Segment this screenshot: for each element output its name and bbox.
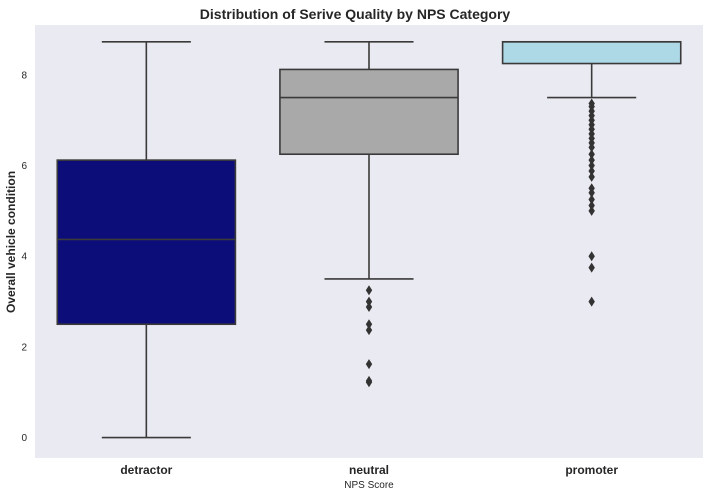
outlier-point [588,171,595,182]
outlier-point [365,319,373,330]
outlier-point [588,165,595,176]
box-promoter [501,40,682,307]
outlier-point [588,200,595,211]
y-axis-label: Overall vehicle condition [4,171,18,313]
y-tick-label: 2 [21,342,27,353]
outlier-point [588,296,595,307]
boxes-group [56,40,682,439]
outlier-point [365,359,373,370]
iqr-box [279,68,459,156]
y-axis-ticks: 0 2 4 6 8 [21,70,27,444]
y-tick-label: 6 [21,161,27,172]
outlier-point [365,296,373,307]
outlier-point [365,325,373,336]
outlier-point [588,149,595,160]
outlier-point [588,251,595,262]
outlier-point [365,377,373,388]
iqr-box [56,159,237,326]
outlier-point [588,194,595,205]
outlier-point [588,142,595,153]
iqr-box [501,40,682,65]
chart-title: Distribution of Serive Quality by NPS Ca… [200,6,511,22]
y-tick-label: 8 [21,70,27,81]
x-tick-label-promoter: promoter [565,463,618,477]
y-tick-label: 0 [21,433,27,444]
box-detractor [56,40,237,439]
outlier-point [588,187,595,198]
outlier-point [588,205,595,216]
x-axis-ticks: detractor neutral promoter [120,463,618,477]
outlier-point [365,285,373,296]
outlier-point [588,160,595,171]
outlier-point [365,302,373,313]
outlier-point [588,155,595,166]
y-tick-label: 4 [21,252,27,263]
x-axis-label: NPS Score [344,480,394,491]
box-neutral [279,40,459,388]
outlier-point [588,262,595,273]
x-tick-label-neutral: neutral [349,463,389,477]
x-tick-label-detractor: detractor [120,463,172,477]
